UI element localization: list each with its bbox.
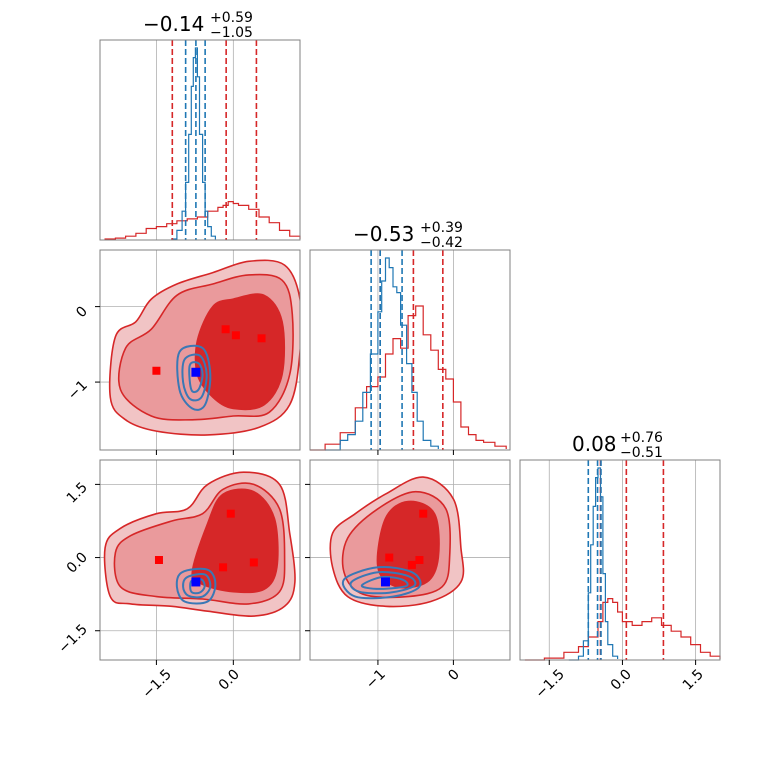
panels [95,39,721,665]
panel-frame [309,459,511,661]
x-tick-label: −1.5 [139,667,174,702]
blue-contour-level-3 [188,361,204,394]
blue-histogram [568,467,619,661]
blue-contour-level-1 [342,566,422,600]
title-plus-2: +0.39 [420,220,463,236]
title-param-3: 0.08 +0.76 −0.51 [572,430,663,461]
y-tick-label: 0.0 [64,550,91,577]
panel-frame [99,249,301,451]
blue-contour-level-2 [182,573,212,599]
title-param-2: −0.53 +0.39 −0.42 [353,220,463,251]
title-plus-1: +0.59 [210,10,253,26]
title-param-1: −0.14 +0.59 −1.05 [143,10,253,41]
red-contour-level-3 [194,293,286,411]
tick-marks [95,306,697,665]
x-tick-label: −1 [363,667,389,693]
panel-content [100,460,300,660]
red-histogram [104,201,301,240]
blue-marker [191,577,201,587]
panel-frame [519,459,721,661]
title-median-3: 0.08 [572,432,617,456]
x-tick-label: 0.0 [608,667,635,694]
blue-marker [191,367,201,377]
x-tick-label: 0 [445,667,463,685]
blue-contour-level-1 [175,567,217,605]
red-marker [221,325,230,334]
x-tick-labels: −1.5 0.0 −1 0 −1.5 0.0 1.5 [139,667,706,702]
red-marker [385,553,394,562]
red-marker [231,331,240,340]
blue-contour-level-3 [360,575,409,590]
red-marker [249,558,258,567]
blue-marker [380,577,390,587]
panel-frame [99,459,301,661]
red-marker [152,366,161,375]
scatter-panel-2-1 [309,459,511,661]
red-marker [219,563,228,572]
red-contour-level-3 [191,488,279,594]
x-tick-label: 1.5 [680,667,707,694]
red-marker [419,509,428,518]
red-marker [226,509,235,518]
red-marker [415,556,424,564]
y-tick-label: −1 [65,378,91,404]
diagonal-panel-1 [99,39,301,241]
y-tick-labels: 0 −1 1.5 0.0 −1.5 [55,304,90,657]
panel-content [310,460,510,660]
x-tick-label: 0.0 [216,667,243,694]
scatter-panel-2-0 [99,459,301,661]
scatter-panel-1-0 [99,249,301,451]
title-median-2: −0.53 [353,222,414,246]
y-tick-label: −1.5 [55,622,90,657]
panel-frame [309,249,511,451]
y-tick-label: 0 [73,304,91,322]
red-histogram [524,598,721,661]
x-tick-label: −1.5 [532,667,567,702]
blue-contour-level-1 [176,344,212,411]
blue-contour-level-2 [181,353,208,402]
red-marker [154,556,163,564]
blue-contour-level-2 [349,570,417,595]
title-minus-3: −0.51 [620,445,663,461]
title-median-1: −0.14 [143,12,204,36]
y-tick-label: 1.5 [64,480,91,507]
title-plus-3: +0.76 [620,430,663,446]
diagonal-panel-2 [309,249,511,451]
panel-content [100,250,300,450]
blue-histogram [325,257,439,451]
diagonal-panel-3 [519,459,721,661]
red-histogram [310,305,507,451]
red-marker [257,334,266,343]
title-minus-1: −1.05 [210,25,253,41]
blue-contour-level-3 [189,577,206,595]
panel-frame [99,39,301,241]
red-marker [407,560,416,569]
title-minus-2: −0.42 [420,235,463,251]
